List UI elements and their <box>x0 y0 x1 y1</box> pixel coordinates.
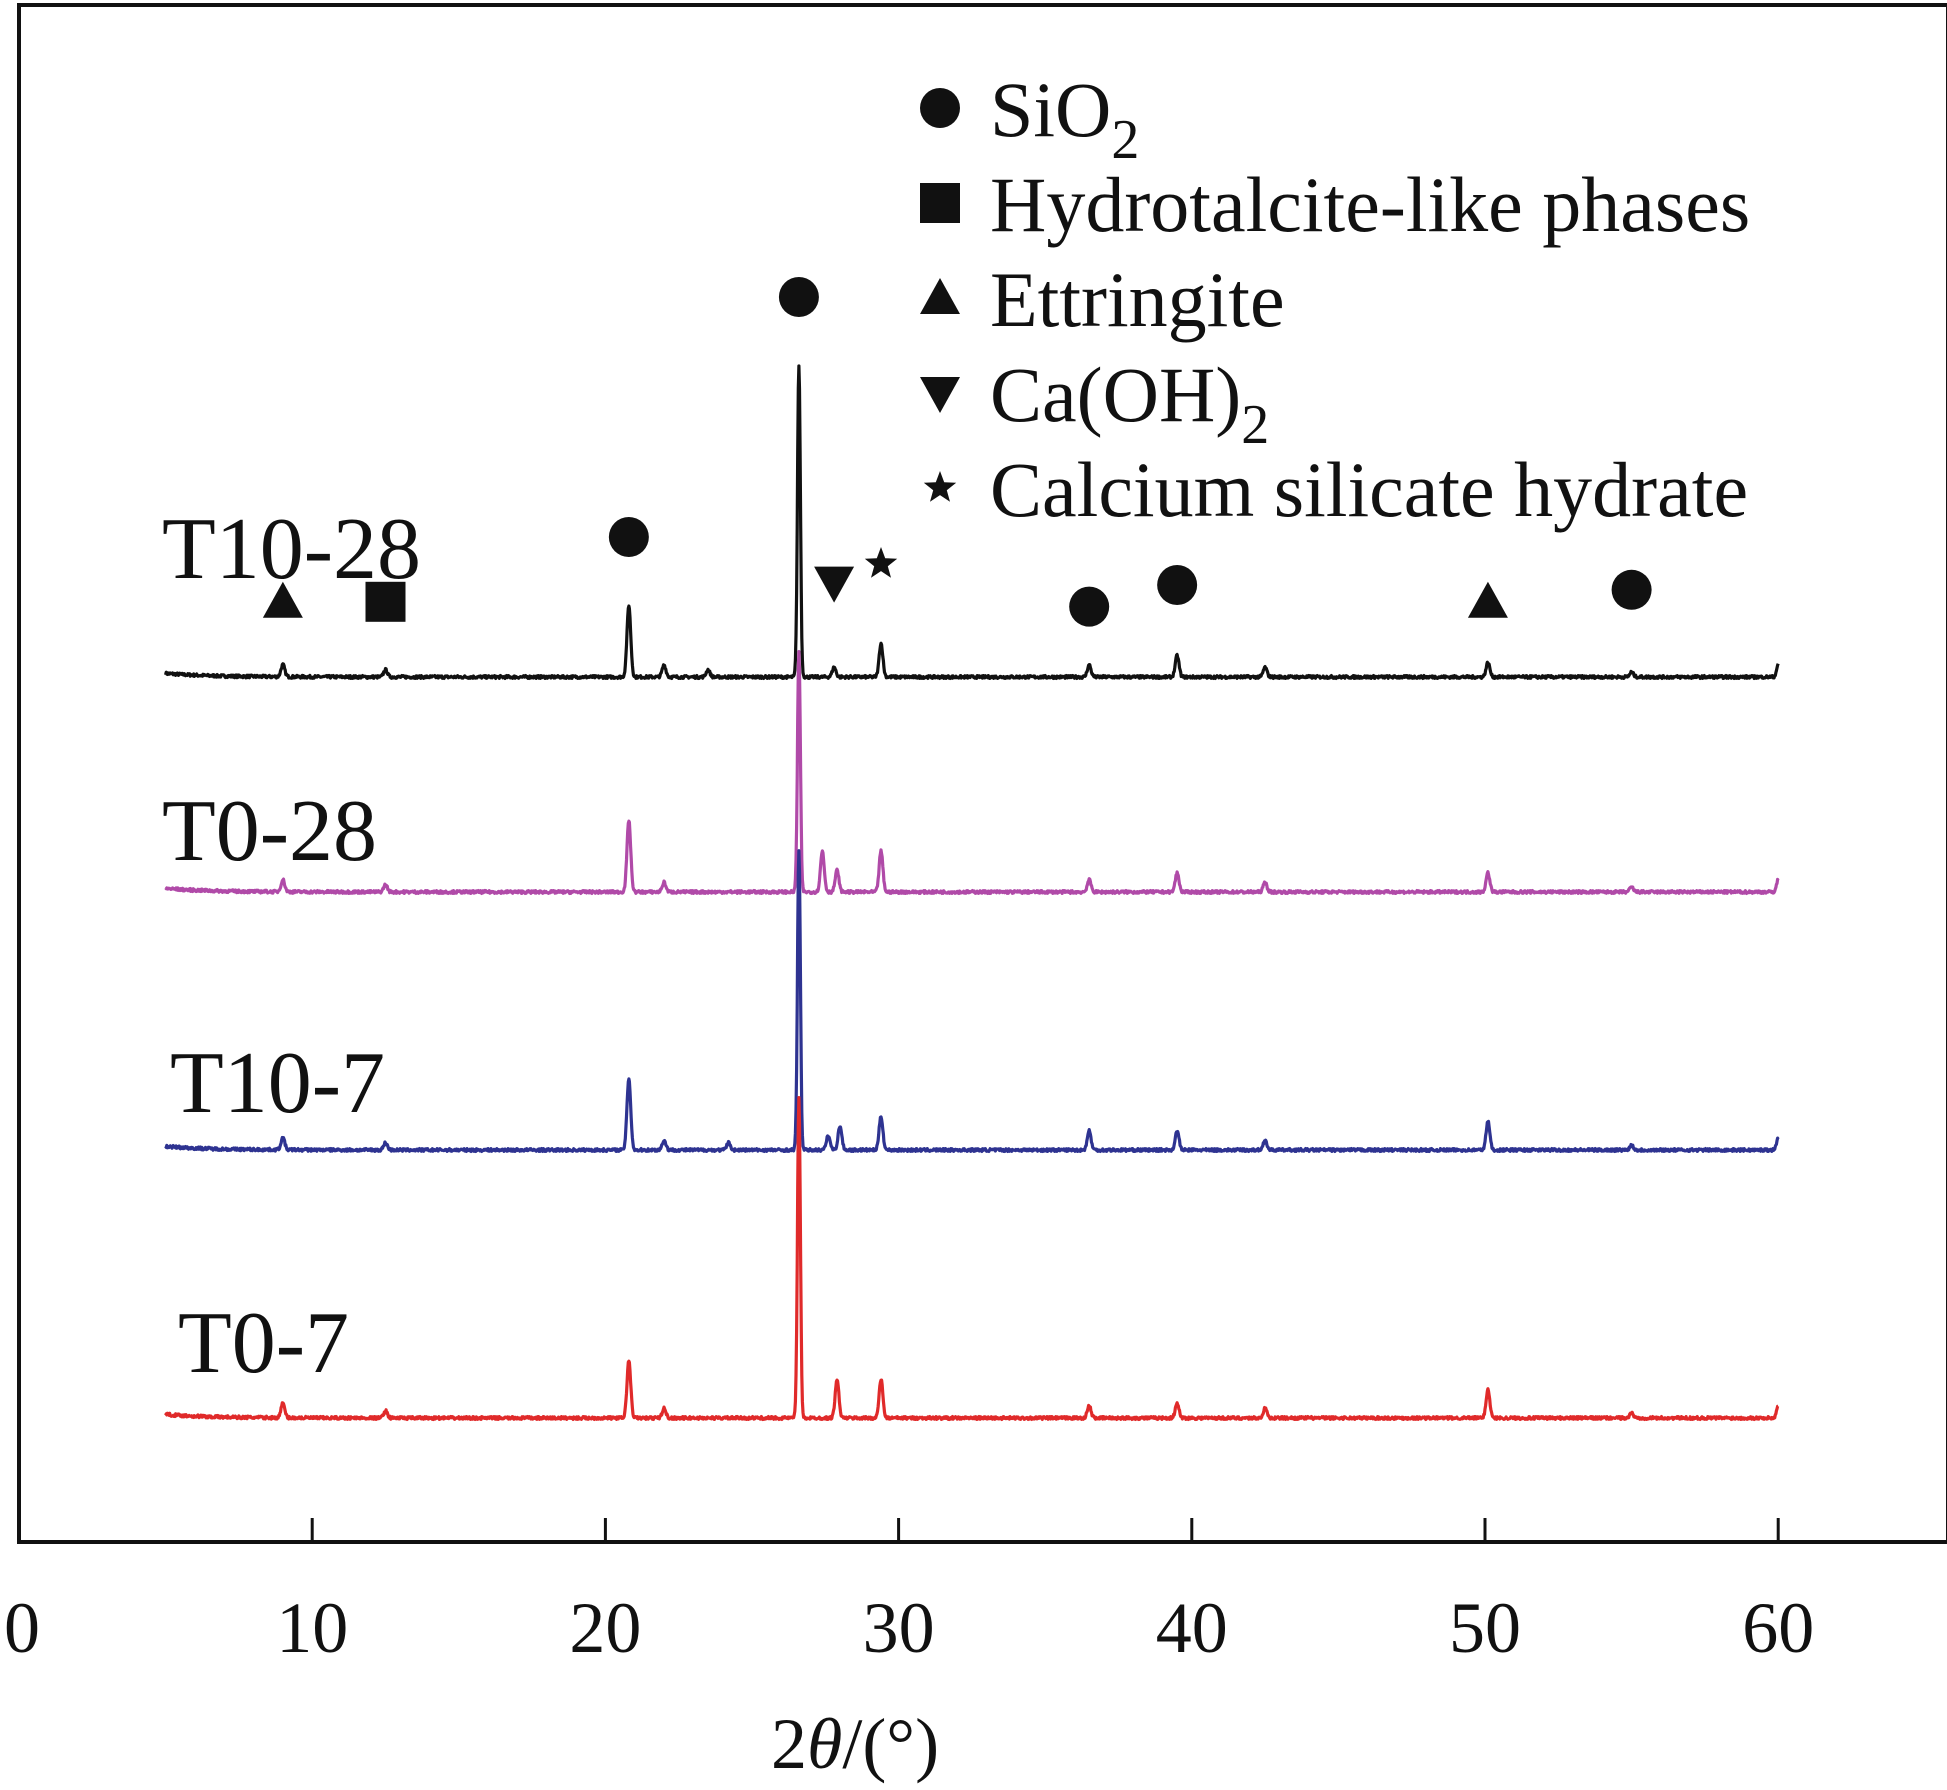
peak-marker-triangle-up-0 <box>262 581 303 618</box>
x-tick-label-10: 10 <box>276 1588 348 1668</box>
peak-marker-triangle-up-8 <box>1467 581 1508 618</box>
legend-label-2: Ettringite <box>990 256 1285 343</box>
peak-marker-circle-2 <box>608 517 649 557</box>
legend-label-3: Ca(OH)2 <box>990 351 1269 456</box>
x-axis-label: 2θ/(°) <box>771 1704 939 1784</box>
peak-marker-circle-6 <box>1069 586 1110 627</box>
legend-entry-2: Ettringite <box>920 256 1285 343</box>
peak-marker-circle-3 <box>778 277 819 317</box>
x-tick-label-30: 30 <box>863 1588 935 1668</box>
series-label-t10-7: T10-7 <box>170 1035 385 1132</box>
legend-entry-3: Ca(OH)2 <box>920 351 1269 456</box>
series-label-t0-28: T0-28 <box>162 783 377 880</box>
legend-marker-triangle-down <box>920 377 960 413</box>
x-tick-label-20: 20 <box>569 1588 641 1668</box>
peak-marker-circle-7 <box>1157 565 1198 605</box>
x-tick-label-50: 50 <box>1449 1588 1521 1668</box>
legend-marker-star <box>923 471 957 502</box>
series-layer <box>164 364 1780 1421</box>
series-line-t0-7 <box>164 1096 1780 1421</box>
legend-label-1: Hydrotalcite-like phases <box>990 161 1750 248</box>
plot-frame <box>17 3 1947 1544</box>
legend-marker-circle <box>920 88 960 128</box>
legend-marker-square <box>920 183 960 223</box>
peak-marker-triangle-down-4 <box>814 566 855 603</box>
x-tick-label-0: 0 <box>4 1588 40 1668</box>
legend-label-0: SiO2 <box>990 66 1139 171</box>
legend-entry-0: SiO2 <box>920 66 1139 171</box>
x-tick-label-60: 60 <box>1742 1588 1814 1668</box>
series-labels: T10-28 T0-28 T10-7 T0-7 <box>162 501 421 1392</box>
peak-marker-circle-9 <box>1611 569 1652 610</box>
legend-label-4: Calcium silicate hydrate <box>990 446 1748 533</box>
series-line-t10-28 <box>164 364 1780 680</box>
legend-entry-1: Hydrotalcite-like phases <box>920 161 1750 248</box>
x-axis-ticks: 0 10 20 30 40 50 60 <box>4 1518 1814 1668</box>
legend-marker-triangle-up <box>920 278 960 314</box>
x-tick-label-40: 40 <box>1156 1588 1228 1668</box>
legend-entry-4: Calcium silicate hydrate <box>923 446 1748 533</box>
series-label-t0-7: T0-7 <box>178 1295 349 1392</box>
series-line-t10-7 <box>164 849 1780 1153</box>
peak-annotations <box>262 277 1652 627</box>
series-label-t10-28: T10-28 <box>162 501 421 598</box>
peak-marker-square-1 <box>365 581 406 622</box>
peak-marker-star-5 <box>864 547 898 578</box>
series-line-t0-28 <box>164 650 1780 895</box>
